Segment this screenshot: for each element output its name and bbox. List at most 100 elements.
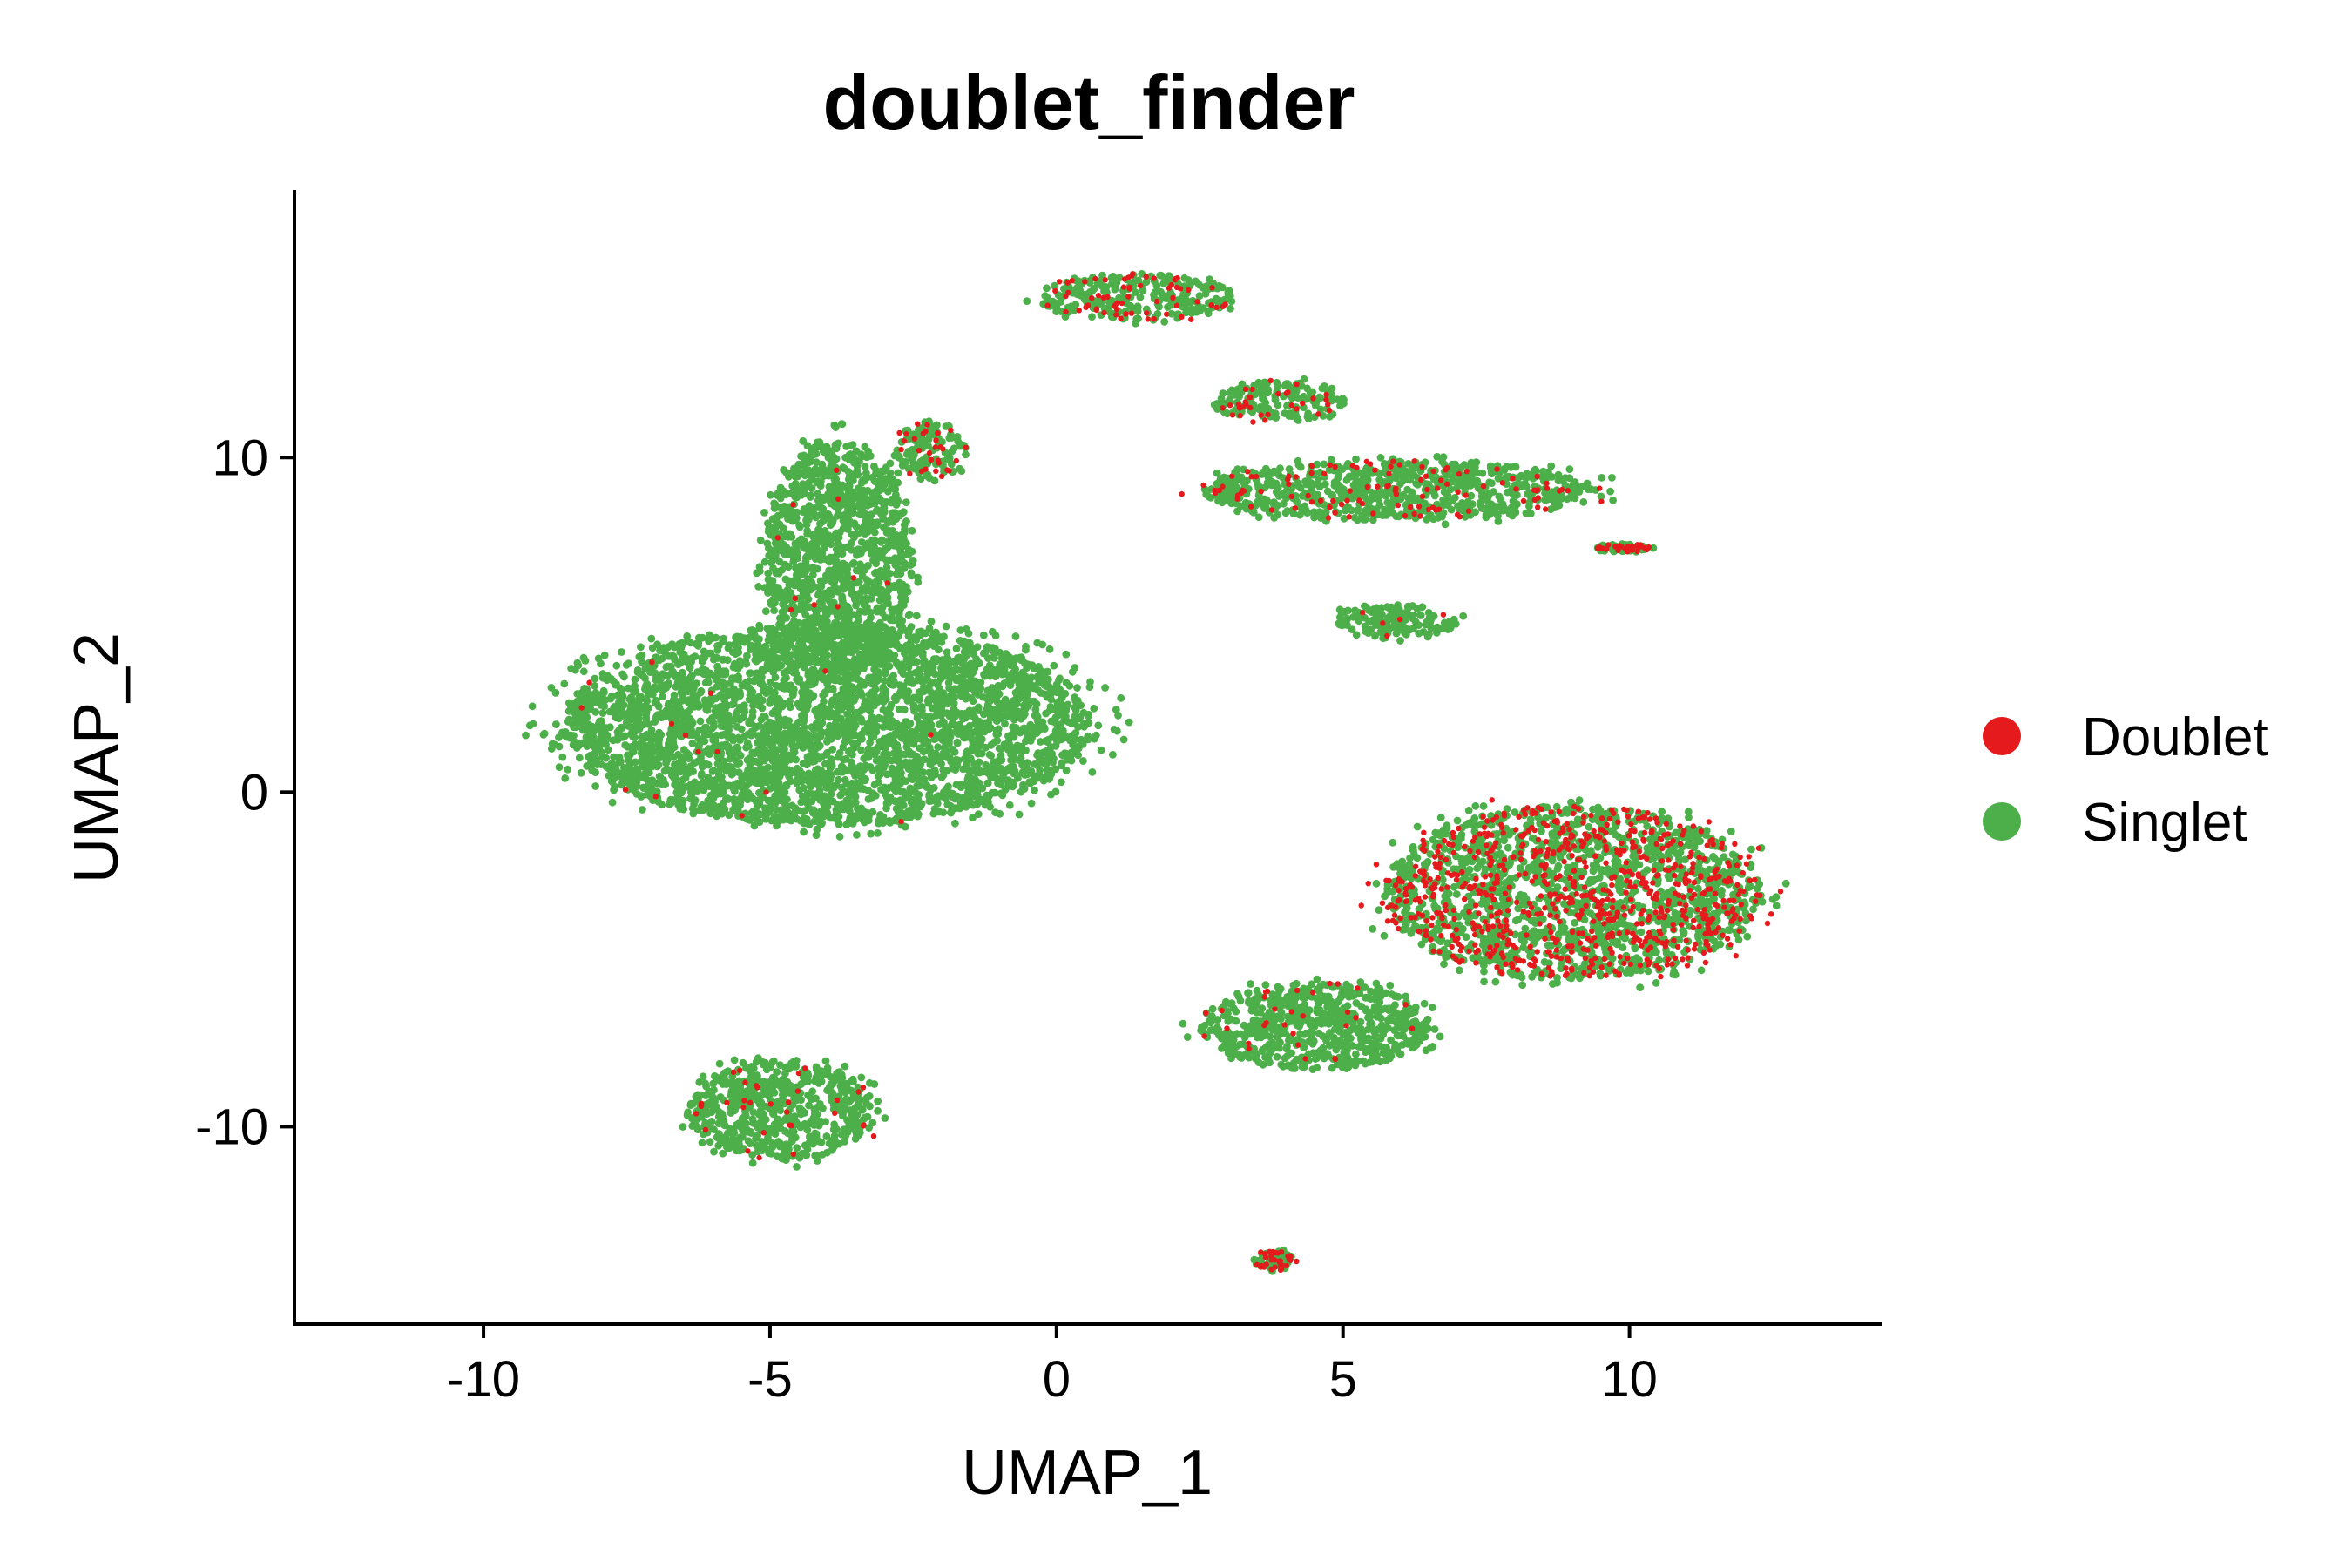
singlet-point [967, 659, 975, 668]
singlet-point [558, 728, 566, 737]
singlet-point [761, 607, 770, 616]
singlet-point [1062, 650, 1071, 659]
singlet-point [652, 713, 660, 721]
singlet-point [945, 455, 954, 463]
singlet-point [935, 720, 943, 729]
singlet-point [939, 793, 948, 801]
singlet-point [700, 737, 709, 746]
singlet-point [693, 757, 702, 766]
singlet-point [655, 742, 663, 751]
singlet-point [997, 714, 1004, 723]
singlet-point [558, 753, 567, 761]
singlet-point [925, 474, 934, 482]
singlet-point [706, 782, 713, 790]
singlet-point [1027, 799, 1036, 808]
singlet-point [719, 667, 727, 676]
singlet-point [635, 702, 644, 711]
singlet-point [1058, 694, 1066, 702]
singlet-point [817, 766, 825, 774]
singlet-point [775, 558, 784, 566]
singlet-point [647, 634, 656, 643]
singlet-point [756, 739, 764, 747]
singlet-point [846, 476, 855, 484]
singlet-point [996, 777, 1004, 786]
singlet-point [662, 759, 670, 767]
singlet-point [582, 733, 591, 741]
singlet-point [625, 659, 632, 667]
singlet-point [879, 572, 888, 581]
singlet-point [1052, 680, 1061, 689]
singlet-point [560, 679, 569, 688]
singlet-point [803, 690, 811, 699]
singlet-point [777, 757, 786, 766]
singlet-point [779, 524, 787, 532]
singlet-point [793, 765, 801, 774]
singlet-point [598, 717, 605, 726]
singlet-point [989, 767, 997, 776]
singlet-point [932, 655, 941, 663]
singlet-point [1094, 721, 1103, 730]
singlet-point [668, 667, 677, 676]
singlet-point [948, 666, 956, 675]
singlet-point [1071, 717, 1078, 726]
singlet-point [797, 594, 805, 603]
singlet-point [823, 738, 831, 746]
singlet-point [747, 632, 754, 641]
singlet-point [939, 771, 948, 780]
singlet-point [990, 788, 999, 797]
singlet-point [832, 676, 840, 685]
singlet-point [1079, 757, 1087, 765]
singlet-point [937, 638, 946, 646]
singlet-point [956, 637, 964, 645]
singlet-point [747, 626, 755, 635]
singlet-point [874, 1097, 882, 1105]
singlet-point [828, 516, 837, 524]
singlet-point [812, 674, 821, 683]
singlet-point [814, 742, 823, 751]
singlet-point [933, 705, 942, 713]
singlet-point [901, 525, 909, 533]
singlet-point [634, 711, 642, 720]
singlet-point [923, 737, 932, 746]
singlet-point [698, 658, 706, 666]
singlet-point [671, 780, 679, 788]
singlet-point [841, 775, 849, 784]
singlet-point [667, 746, 675, 754]
singlet-point [848, 538, 855, 547]
singlet-point [1066, 754, 1074, 763]
singlet-point [927, 618, 936, 625]
singlet-point [731, 715, 740, 723]
singlet-point [1090, 704, 1098, 713]
singlet-point [627, 693, 635, 701]
singlet-point [881, 790, 889, 798]
singlet-point [591, 744, 599, 753]
singlet-point [966, 709, 974, 718]
singlet-point [956, 723, 964, 731]
singlet-point [983, 779, 992, 787]
singlet-point [730, 767, 738, 776]
singlet-point [799, 437, 808, 445]
singlet-point [573, 659, 582, 667]
singlet-point [659, 670, 666, 679]
singlet-point [1015, 810, 1024, 819]
singlet-point [922, 713, 930, 721]
singlet-point [855, 510, 864, 519]
singlet-point [637, 793, 645, 801]
singlet-point [727, 679, 734, 687]
singlet-point [889, 509, 897, 517]
singlet-point [868, 473, 876, 482]
singlet-point [841, 754, 850, 763]
singlet-point [678, 788, 686, 797]
singlet-point [898, 617, 907, 625]
singlet-point [797, 452, 805, 461]
singlet-point [878, 479, 887, 487]
singlet-point [586, 751, 595, 760]
singlet-point [913, 713, 922, 722]
singlet-point [624, 684, 632, 693]
singlet-point [774, 794, 782, 802]
singlet-point [971, 775, 979, 784]
singlet-point [883, 518, 892, 527]
singlet-point [803, 789, 812, 798]
singlet-point [627, 730, 635, 739]
singlet-point [1011, 632, 1020, 640]
